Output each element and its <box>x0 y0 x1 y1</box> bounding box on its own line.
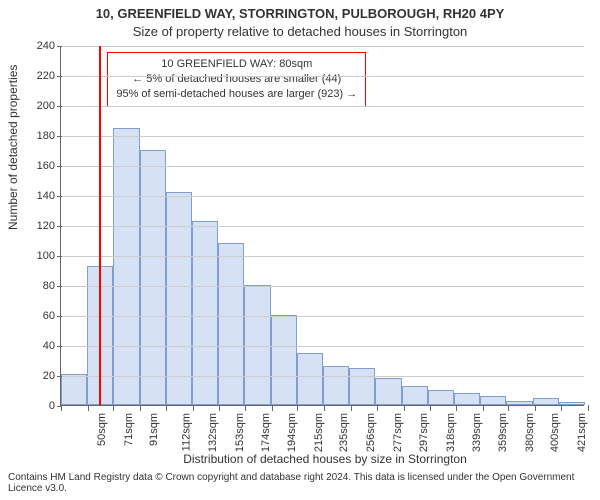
y-tick-label: 200 <box>21 100 61 112</box>
histogram-bar <box>428 390 454 405</box>
x-tick-label: 132sqm <box>207 413 219 452</box>
marker-line <box>99 46 101 405</box>
gridline <box>61 286 584 287</box>
histogram-bar <box>506 401 532 406</box>
x-tick <box>245 405 246 411</box>
gridline <box>61 106 584 107</box>
x-tick-label: 235sqm <box>339 413 351 452</box>
marker-callout: 10 GREENFIELD WAY: 80sqm ← 5% of detache… <box>107 52 366 107</box>
histogram-bar <box>297 353 323 406</box>
histogram-bar <box>166 192 192 405</box>
gridline <box>61 76 584 77</box>
x-tick-label: 297sqm <box>418 413 430 452</box>
histogram-bar <box>61 374 87 406</box>
x-axis-label: Distribution of detached houses by size … <box>60 452 590 466</box>
histogram-chart: 10, GREENFIELD WAY, STORRINGTON, PULBORO… <box>0 0 600 500</box>
x-tick-label: 174sqm <box>261 413 273 452</box>
y-tick-label: 40 <box>21 340 61 352</box>
x-tick <box>113 405 114 411</box>
x-tick-label: 153sqm <box>234 413 246 452</box>
y-tick-label: 140 <box>21 190 61 202</box>
x-tick-label: 380sqm <box>524 413 536 452</box>
x-tick-label: 277sqm <box>392 413 404 452</box>
y-tick-label: 20 <box>21 370 61 382</box>
gridline <box>61 46 584 47</box>
callout-line-3: 95% of semi-detached houses are larger (… <box>116 87 357 102</box>
x-tick <box>166 405 167 411</box>
x-tick <box>535 405 536 411</box>
histogram-bar <box>533 398 559 406</box>
histogram-bar <box>454 393 480 405</box>
y-tick-label: 220 <box>21 70 61 82</box>
x-tick <box>193 405 194 411</box>
attribution-text: Contains HM Land Registry data © Crown c… <box>8 472 592 494</box>
x-tick <box>351 405 352 411</box>
gridline <box>61 316 584 317</box>
histogram-bar <box>244 285 270 405</box>
x-tick-label: 71sqm <box>123 413 135 446</box>
x-tick-label: 339sqm <box>471 413 483 452</box>
x-tick-label: 91sqm <box>148 413 160 446</box>
histogram-bar <box>140 150 166 405</box>
chart-title: 10, GREENFIELD WAY, STORRINGTON, PULBORO… <box>0 6 600 21</box>
chart-subtitle: Size of property relative to detached ho… <box>0 24 600 39</box>
y-tick-label: 60 <box>21 310 61 322</box>
x-tick <box>508 405 509 411</box>
x-tick <box>483 405 484 411</box>
histogram-bar <box>218 243 244 405</box>
x-tick <box>140 405 141 411</box>
gridline <box>61 166 584 167</box>
x-tick-label: 112sqm <box>181 413 193 451</box>
x-tick <box>324 405 325 411</box>
gridline <box>61 376 584 377</box>
x-tick-label: 256sqm <box>365 413 377 452</box>
x-tick-label: 421sqm <box>576 413 588 452</box>
histogram-bar <box>349 368 375 406</box>
x-tick <box>588 405 589 411</box>
x-tick-label: 215sqm <box>313 413 325 452</box>
x-tick <box>404 405 405 411</box>
histogram-bar <box>375 378 401 405</box>
gridline <box>61 196 584 197</box>
x-tick <box>297 405 298 411</box>
callout-line-1: 10 GREENFIELD WAY: 80sqm <box>116 57 357 72</box>
histogram-bar <box>323 366 349 405</box>
x-tick <box>272 405 273 411</box>
y-tick-label: 80 <box>21 280 61 292</box>
x-tick-label: 359sqm <box>497 413 509 452</box>
y-tick-label: 100 <box>21 250 61 262</box>
x-tick <box>561 405 562 411</box>
gridline <box>61 346 584 347</box>
gridline <box>61 256 584 257</box>
histogram-bar <box>192 221 218 406</box>
x-tick-label: 400sqm <box>549 413 561 452</box>
y-tick-label: 120 <box>21 220 61 232</box>
callout-line-2: ← 5% of detached houses are smaller (44) <box>116 72 357 87</box>
histogram-bar <box>113 128 139 406</box>
x-tick-label: 318sqm <box>445 413 457 452</box>
histogram-bar <box>559 402 585 405</box>
gridline <box>61 136 584 137</box>
x-tick <box>88 405 89 411</box>
y-tick-label: 0 <box>21 400 61 412</box>
y-axis-label: Number of detached properties <box>6 65 20 230</box>
histogram-bar <box>480 396 506 405</box>
x-tick <box>377 405 378 411</box>
x-tick-label: 194sqm <box>286 413 298 452</box>
plot-area: 10 GREENFIELD WAY: 80sqm ← 5% of detache… <box>60 46 584 406</box>
x-tick <box>61 405 62 411</box>
gridline <box>61 226 584 227</box>
y-tick-label: 160 <box>21 160 61 172</box>
histogram-bar <box>402 386 428 406</box>
x-tick-label: 50sqm <box>96 413 108 446</box>
x-tick <box>219 405 220 411</box>
y-tick-label: 240 <box>21 40 61 52</box>
x-tick <box>430 405 431 411</box>
x-tick <box>456 405 457 411</box>
histogram-bar <box>271 315 297 405</box>
y-tick-label: 180 <box>21 130 61 142</box>
